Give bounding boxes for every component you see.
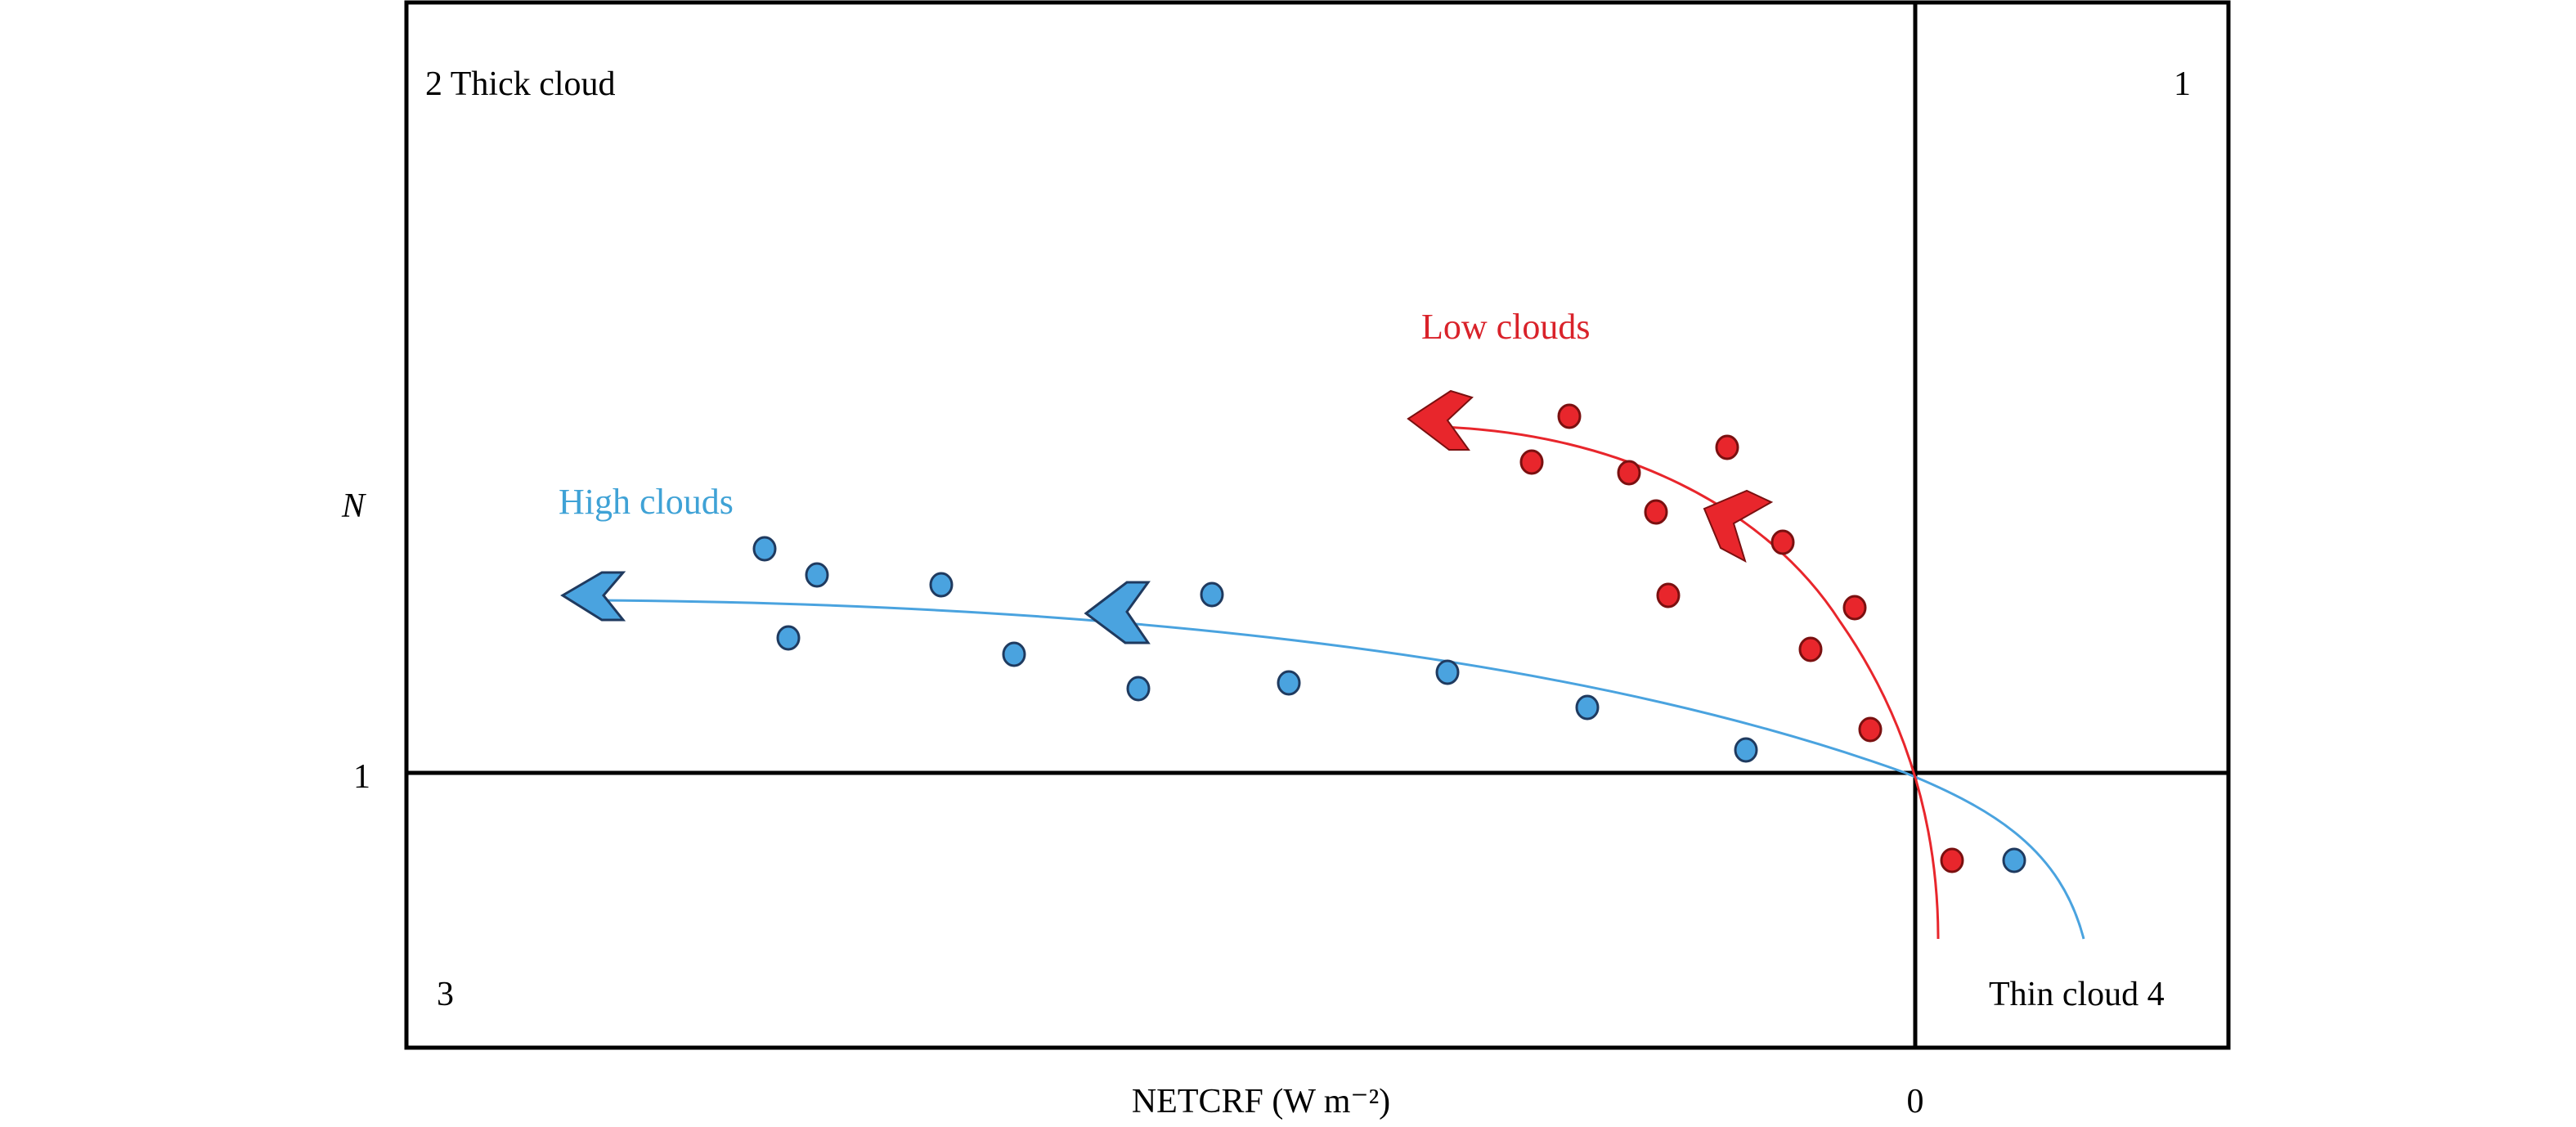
high-clouds-arrow-head-left: [560, 571, 626, 622]
low-clouds-arrow-head-top: [1407, 389, 1474, 451]
low-cloud-point: [1519, 449, 1544, 475]
high-clouds-trend-curve: [595, 599, 2085, 940]
high-cloud-point: [752, 536, 777, 562]
low-cloud-point: [1656, 582, 1681, 608]
high-cloud-point: [929, 572, 954, 598]
x-axis-label: NETCRF (W m⁻²): [1132, 1083, 1390, 1120]
low-cloud-point: [1842, 595, 1867, 621]
low-cloud-point: [1715, 434, 1739, 460]
quadrant-3-label: 3: [437, 976, 454, 1013]
low-cloud-point: [1940, 847, 1964, 873]
low-cloud-point: [1770, 529, 1795, 555]
high-cloud-point: [1734, 737, 1758, 763]
low-clouds-trend-curve: [1440, 425, 1940, 940]
high-cloud-point: [776, 625, 801, 651]
y-axis-label: N: [341, 487, 366, 525]
high-cloud-point: [1277, 670, 1301, 696]
high-cloud-point: [805, 562, 829, 588]
high-clouds-arrow-head-middle: [1084, 581, 1151, 644]
x-axis-tick-zero: 0: [1907, 1083, 1924, 1120]
quadrant-1-label: 1: [2174, 65, 2191, 103]
low-cloud-point: [1798, 636, 1823, 662]
y-axis-tick-one: 1: [353, 758, 370, 796]
diagram-frame: [404, 0, 2231, 1050]
high-cloud-point: [2002, 847, 2026, 873]
high-cloud-point: [1575, 694, 1600, 721]
quadrant-2-label: 2 Thick cloud: [425, 65, 616, 103]
plot-border: [404, 0, 2231, 1050]
high-cloud-point: [1126, 676, 1151, 702]
high-cloud-point: [1002, 641, 1026, 667]
low-cloud-point: [1858, 716, 1883, 743]
low-cloud-point: [1617, 460, 1641, 486]
low-clouds-series: Low clouds: [1407, 307, 1964, 940]
low-cloud-point: [1644, 499, 1668, 525]
high-clouds-label: High clouds: [559, 482, 734, 522]
low-cloud-point: [1557, 403, 1582, 429]
high-clouds-markers: [752, 536, 2026, 873]
high-clouds-series: High clouds: [559, 482, 2085, 940]
high-cloud-point: [1435, 659, 1460, 685]
low-clouds-markers: [1519, 403, 1964, 873]
low-clouds-label: Low clouds: [1421, 307, 1591, 347]
low-clouds-arrow-head-middle: [1703, 489, 1774, 564]
high-cloud-point: [1200, 581, 1224, 608]
quadrant-4-label: Thin cloud 4: [1989, 976, 2165, 1013]
